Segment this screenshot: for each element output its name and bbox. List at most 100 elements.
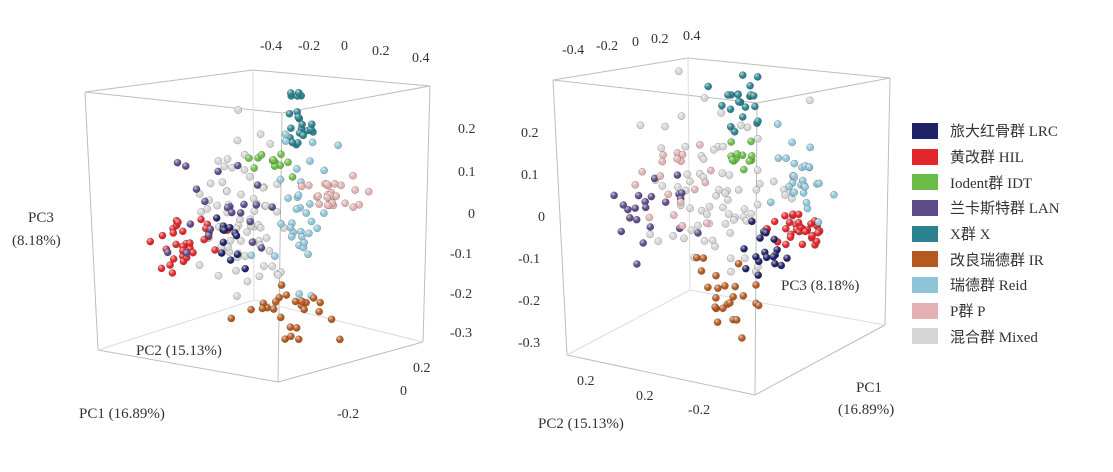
point-highlight bbox=[756, 234, 764, 242]
point-highlight bbox=[157, 264, 166, 272]
point-highlight bbox=[802, 199, 811, 207]
point-highlight bbox=[770, 235, 778, 243]
point-highlight bbox=[754, 73, 762, 81]
point-highlight bbox=[785, 183, 793, 191]
point-highlight bbox=[730, 216, 738, 224]
legend-swatch bbox=[912, 174, 938, 191]
tick-label: -0.3 bbox=[518, 336, 540, 351]
point-highlight bbox=[284, 194, 292, 202]
point-highlight bbox=[694, 222, 702, 230]
point-highlight bbox=[626, 214, 634, 222]
tick-label: -0.4 bbox=[562, 43, 584, 58]
point-highlight bbox=[320, 166, 328, 174]
tick-label: -0.2 bbox=[688, 403, 710, 418]
point-highlight bbox=[701, 178, 710, 187]
point-highlight bbox=[669, 232, 677, 240]
point-highlight bbox=[258, 304, 266, 313]
point-highlight bbox=[281, 335, 289, 343]
tick-label: 0 bbox=[538, 210, 545, 225]
point-highlight bbox=[696, 141, 704, 149]
point-highlight bbox=[633, 260, 641, 268]
point-highlight bbox=[237, 209, 245, 217]
legend-item-idt: Iodent群 IDT bbox=[912, 169, 1060, 195]
point-highlight bbox=[286, 323, 294, 331]
point-highlight bbox=[704, 283, 712, 291]
point-highlight bbox=[745, 157, 753, 165]
right-pc1-label-line2: (16.89%) bbox=[838, 402, 894, 418]
point-highlight bbox=[693, 254, 701, 262]
legend-item-x: X群 X bbox=[912, 221, 1060, 247]
right-plot-box bbox=[552, 57, 891, 396]
point-highlight bbox=[661, 122, 669, 131]
point-highlight bbox=[282, 291, 290, 299]
point-highlight bbox=[754, 117, 762, 125]
point-highlight bbox=[226, 224, 234, 232]
point-highlight bbox=[694, 229, 702, 237]
legend-label: 改良瑞德群 IR bbox=[950, 252, 1044, 269]
point-highlight bbox=[801, 227, 809, 236]
point-highlight bbox=[298, 297, 306, 305]
point-highlight bbox=[790, 160, 798, 168]
point-highlight bbox=[727, 254, 735, 262]
point-highlight bbox=[257, 130, 265, 138]
point-highlight bbox=[700, 94, 709, 102]
legend-label: 混合群 Mixed bbox=[950, 329, 1038, 346]
point-highlight bbox=[232, 267, 240, 275]
point-highlight bbox=[315, 200, 323, 208]
legend-swatch bbox=[912, 199, 938, 216]
legend-swatch bbox=[912, 251, 938, 268]
point-highlight bbox=[788, 138, 796, 146]
point-highlight bbox=[245, 154, 253, 162]
point-highlight bbox=[733, 316, 741, 324]
point-highlight bbox=[651, 174, 659, 182]
point-highlight bbox=[734, 260, 743, 268]
tick-label: -0.2 bbox=[450, 287, 472, 302]
point-highlight bbox=[748, 217, 756, 225]
point-highlight bbox=[250, 164, 258, 172]
point-highlight bbox=[288, 233, 296, 241]
point-highlight bbox=[291, 297, 300, 306]
point-highlight bbox=[747, 210, 755, 218]
point-highlight bbox=[752, 253, 760, 261]
point-highlight bbox=[771, 217, 779, 226]
point-highlight bbox=[741, 103, 750, 111]
right-bottom-ticks: 0.2 0.2 -0.2 bbox=[577, 374, 710, 418]
point-highlight bbox=[754, 135, 762, 143]
point-highlight bbox=[806, 143, 814, 151]
point-highlight bbox=[762, 229, 770, 237]
point-highlight bbox=[712, 192, 720, 200]
right-scatter-points bbox=[610, 67, 838, 342]
point-highlight bbox=[698, 207, 706, 215]
point-highlight bbox=[782, 225, 790, 233]
point-highlight bbox=[638, 168, 646, 176]
point-highlight bbox=[233, 136, 242, 145]
tick-label: 0.1 bbox=[521, 168, 539, 183]
point-highlight bbox=[337, 181, 345, 189]
point-highlight bbox=[295, 335, 303, 343]
point-highlight bbox=[742, 217, 751, 225]
point-highlight bbox=[220, 226, 228, 234]
left-pc3-label-line2: (8.18%) bbox=[12, 233, 61, 249]
point-highlight bbox=[248, 238, 256, 246]
point-highlight bbox=[158, 232, 166, 240]
point-highlight bbox=[740, 205, 749, 213]
point-highlight bbox=[781, 212, 789, 220]
point-highlight bbox=[281, 130, 290, 138]
point-highlight bbox=[735, 98, 743, 106]
point-highlight bbox=[250, 207, 258, 215]
point-highlight bbox=[276, 175, 285, 184]
point-highlight bbox=[754, 263, 762, 271]
left-bottom-ticks: 0.2 0 -0.2 bbox=[337, 361, 431, 422]
point-highlight bbox=[754, 201, 762, 209]
legend-label: 瑞德群 Reid bbox=[950, 278, 1028, 295]
point-highlight bbox=[715, 186, 723, 194]
point-highlight bbox=[223, 155, 232, 163]
point-highlight bbox=[266, 140, 274, 148]
point-highlight bbox=[774, 120, 782, 128]
tick-label: 0.2 bbox=[636, 389, 654, 404]
tick-label: 0 bbox=[632, 35, 639, 50]
point-highlight bbox=[678, 189, 686, 197]
point-highlight bbox=[287, 124, 295, 132]
point-highlight bbox=[774, 154, 783, 162]
